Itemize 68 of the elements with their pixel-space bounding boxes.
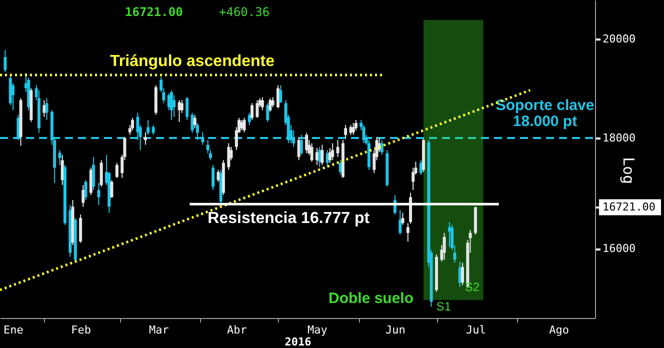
candlestick — [310, 142, 314, 162]
candlestick — [266, 102, 270, 122]
candlestick — [115, 162, 118, 178]
x-axis-title: 2016 — [284, 336, 312, 348]
candlestick — [349, 124, 352, 136]
x-tick-label: May — [308, 324, 328, 336]
candlestick — [442, 232, 446, 260]
candlestick — [344, 124, 348, 139]
candlestick — [279, 84, 282, 104]
candlestick — [248, 112, 251, 126]
candlestick — [45, 98, 48, 120]
annotation: +460.36 — [219, 5, 270, 19]
candlestick — [212, 164, 215, 191]
series-label: Triángulo ascendente — [110, 52, 275, 70]
candlestick — [354, 119, 358, 131]
x-tick-label: Ene — [4, 324, 24, 336]
candlestick — [401, 212, 404, 226]
y-axis-title: Log — [620, 156, 638, 184]
candlestick — [460, 262, 464, 286]
candlestick — [242, 117, 246, 133]
candlestick — [178, 100, 181, 122]
x-tick-label: Jul — [466, 324, 486, 336]
annotation: S1 — [436, 300, 452, 314]
candlestick — [144, 132, 147, 146]
candlestick — [97, 182, 100, 206]
x-tick-label: Ago — [549, 324, 570, 336]
candlestick — [131, 117, 134, 131]
series-label: Resistencia 16.777 pt — [208, 210, 370, 228]
band-label: Doble suelo — [328, 290, 414, 307]
x-tick-label: Mar — [149, 324, 170, 336]
annotation: S2 — [464, 280, 480, 294]
candlestick — [336, 140, 340, 158]
candlestick — [227, 142, 230, 170]
candlestick — [92, 156, 96, 191]
candlestick — [190, 112, 194, 134]
candlestick — [260, 96, 264, 111]
candlestick — [146, 119, 150, 136]
x-tick-label: Abr — [227, 324, 248, 336]
candlestick — [328, 147, 332, 164]
x-tick-label: Feb — [71, 324, 91, 336]
candlestick — [331, 142, 334, 161]
candlestick — [79, 214, 82, 244]
candlestick — [152, 124, 155, 136]
annotation: 16721.00 — [125, 5, 183, 19]
y-tick-label: 16721.00 — [602, 200, 656, 214]
candlestick — [271, 96, 274, 108]
candlestick — [398, 210, 402, 236]
y-tick-label: 18000 — [602, 132, 636, 145]
candlestick — [42, 100, 46, 118]
candlestick — [4, 49, 7, 73]
candlestick — [186, 96, 189, 120]
candlestick — [58, 150, 62, 166]
candlestick — [352, 122, 355, 136]
candlestick — [82, 184, 85, 208]
x-tick-label: Jun — [385, 324, 406, 336]
candlestick — [305, 132, 308, 154]
candlestick — [84, 180, 88, 200]
candlestick — [256, 100, 259, 118]
candlestick — [250, 102, 254, 120]
candlestick — [110, 180, 114, 198]
ref-line-label: Soporte clave 18.000 pt — [496, 97, 594, 130]
candlestick — [100, 160, 103, 188]
candlestick — [170, 90, 173, 120]
candlestick — [193, 114, 196, 129]
candlestick — [268, 98, 272, 112]
candlestick — [320, 144, 324, 166]
y-tick-label: 20000 — [602, 32, 636, 46]
y-tick-label: 16000 — [602, 242, 636, 256]
